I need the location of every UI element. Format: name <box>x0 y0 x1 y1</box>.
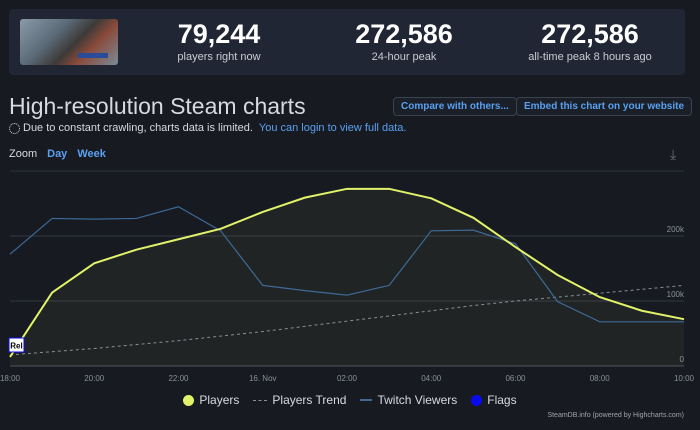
stat-value: 272,586 <box>541 19 639 49</box>
legend-label: Twitch Viewers <box>377 393 458 407</box>
y-tick-label: 0 <box>680 355 685 364</box>
stats-panel: 79,244 players right now 272,586 24-hour p… <box>9 9 685 75</box>
legend-label: Players <box>199 393 240 407</box>
embed-button[interactable]: Embed this chart on your website <box>516 97 693 116</box>
legend-label: Players Trend <box>272 393 347 407</box>
zoom-day[interactable]: Day <box>47 148 68 160</box>
compare-button[interactable]: Compare with others... <box>393 97 517 116</box>
login-link[interactable]: You can login to view full data. <box>258 122 407 134</box>
y-tick-label: 200k <box>667 225 685 234</box>
twitch-viewers-line <box>9 206 684 323</box>
y-tick-label: 100k <box>667 290 685 299</box>
stat-all-time-peak: 272,586 all-time peak 8 hours ago <box>505 19 675 63</box>
legend-twitch-viewers[interactable]: Twitch Viewers <box>360 393 457 407</box>
legend: Players Players Trend Twitch Viewers Fla… <box>0 393 700 407</box>
stat-value: 272,586 <box>355 19 453 49</box>
zoom-controls: Zoom Day Week <box>9 148 106 160</box>
stat-label: all-time peak 8 hours ago <box>528 51 652 63</box>
zoom-week[interactable]: Week <box>77 148 106 160</box>
chart: 0 100k 200k 18:00 20:00 22:00 16. Nov 02:00 04:0… <box>0 170 695 383</box>
stat-24h-peak: 272,586 24-hour peak <box>319 19 489 63</box>
x-tick-label: 16. Nov <box>249 374 277 383</box>
loading-icon <box>9 122 20 134</box>
notice: Due to constant crawling, charts data is… <box>9 122 406 134</box>
x-tick-label: 02:00 <box>337 374 358 383</box>
stat-value: 79,244 <box>177 19 261 49</box>
x-tick-label: 20:00 <box>84 374 105 383</box>
credit: SteamDB.info (powered by Highcharts.com) <box>547 412 684 419</box>
stat-players-now: 79,244 players right now <box>134 19 304 63</box>
flag-marker <box>8 337 25 353</box>
game-thumbnail[interactable] <box>20 19 118 65</box>
x-tick-label: 22:00 <box>168 374 189 383</box>
stat-label: players right now <box>177 51 261 63</box>
flag-label: Rel <box>10 342 22 351</box>
players-trend-line <box>9 284 685 356</box>
zoom-label: Zoom <box>9 148 38 160</box>
legend-flags[interactable]: Flags <box>471 393 517 407</box>
x-tick-label: 18:00 <box>0 374 21 383</box>
legend-players-trend[interactable]: Players Trend <box>253 393 346 407</box>
players-line <box>9 187 685 358</box>
x-tick-label: 08:00 <box>590 374 611 383</box>
x-tick-label: 04:00 <box>421 374 442 383</box>
page-title: High-resolution Steam charts <box>9 93 306 119</box>
stat-label: 24-hour peak <box>371 51 437 63</box>
download-icon[interactable]: ⤓ <box>670 146 677 162</box>
legend-label: Flags <box>487 393 517 407</box>
players-area <box>10 188 684 366</box>
notice-text: Due to constant crawling, charts data is… <box>23 122 253 134</box>
x-tick-label: 06:00 <box>505 374 526 383</box>
legend-players[interactable]: Players <box>183 393 239 407</box>
x-tick-label: 10:00 <box>674 374 695 383</box>
